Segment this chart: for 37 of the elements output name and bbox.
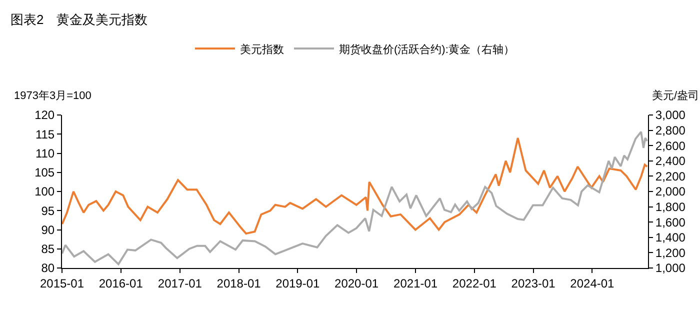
- x-tick-label: 2015-01: [40, 276, 84, 290]
- y2-tick-label: 2,400: [655, 154, 686, 168]
- y-tick-label: 115: [35, 127, 55, 142]
- x-tick-label: 2017-01: [158, 276, 202, 290]
- y-tick-label: 85: [41, 242, 55, 256]
- legend-label: 期货收盘价(活跃合约):黄金（右轴）: [339, 42, 514, 56]
- line-series: [62, 136, 648, 235]
- y2-tick-label: 1,000: [655, 261, 686, 276]
- y-tick-label: 110: [35, 146, 55, 160]
- y2-tick-label: 2,000: [655, 184, 686, 199]
- y-tick-label: 105: [34, 166, 55, 180]
- y2-tick-label: 1,400: [655, 230, 686, 245]
- y-tick-label: 80: [41, 261, 55, 276]
- y-tick-label: 120: [34, 108, 55, 122]
- y2-tick-label: 2,800: [655, 124, 686, 138]
- x-tick-label: 2018-01: [216, 276, 262, 290]
- y2-tick-label: 1,600: [655, 215, 686, 230]
- y2-axis-title: 美元/盎司: [652, 89, 700, 102]
- y-axis-title: 1973年3月=100: [14, 90, 92, 102]
- chart-title: 图表2 黄金及美元指数: [10, 12, 148, 28]
- legend-label: 美元指数: [240, 42, 284, 56]
- x-tick-label: 2024-01: [570, 276, 615, 290]
- x-tick-label: 2021-01: [394, 276, 438, 290]
- y2-tick-label: 1,200: [655, 246, 686, 260]
- x-tick-label: 2016-01: [98, 276, 144, 290]
- x-tick-label: 2022-01: [452, 276, 497, 290]
- y2-tick-label: 2,600: [655, 138, 686, 153]
- x-tick-label: 2020-01: [334, 276, 379, 290]
- x-tick-label: 2019-01: [276, 276, 320, 290]
- x-tick-label: 2023-01: [511, 276, 556, 290]
- line-series: [62, 130, 648, 266]
- y2-tick-label: 2,200: [655, 169, 686, 184]
- y2-tick-label: 1,800: [655, 200, 686, 214]
- y-tick-label: 100: [34, 184, 55, 199]
- y-tick-label: 95: [41, 204, 55, 218]
- y2-tick-label: 3,000: [655, 108, 686, 122]
- y-tick-label: 90: [41, 222, 55, 237]
